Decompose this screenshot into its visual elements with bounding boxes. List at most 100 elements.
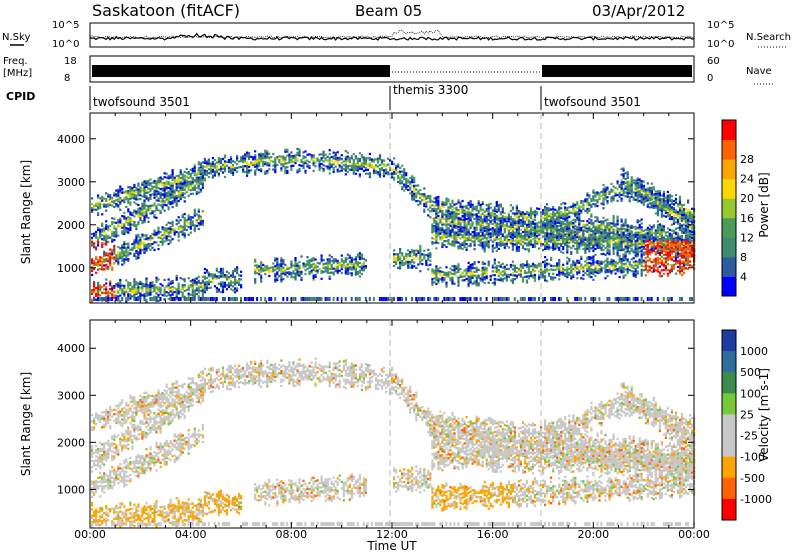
data-cell [443, 279, 446, 282]
data-cell [99, 260, 102, 263]
data-cell [302, 151, 305, 154]
data-cell [308, 266, 311, 270]
data-cell [483, 210, 486, 213]
data-cell [101, 266, 104, 269]
data-cell [489, 216, 492, 219]
data-cell [493, 279, 496, 283]
data-cell [495, 210, 498, 213]
data-cell [435, 282, 438, 285]
data-cell [391, 160, 394, 163]
data-cell [121, 257, 124, 260]
data-cell [274, 259, 277, 262]
data-cell [171, 222, 174, 225]
data-cell [475, 219, 478, 222]
data-cell [260, 158, 263, 161]
data-cell [469, 213, 472, 216]
data-cell [495, 268, 498, 271]
freq-unit: [MHz] [3, 68, 32, 79]
data-cell [437, 224, 440, 227]
data-cell [515, 214, 518, 217]
data-cell [483, 229, 486, 233]
data-cell [487, 213, 490, 216]
data-cell [439, 230, 442, 233]
data-cell [129, 213, 132, 216]
data-cell [169, 201, 172, 204]
data-cell [437, 222, 440, 225]
data-cell [552, 225, 555, 228]
data-cell [167, 242, 170, 245]
data-cell [586, 223, 589, 226]
data-cell [97, 262, 100, 265]
data-cell [441, 228, 444, 231]
data-cell [101, 222, 104, 225]
data-cell [527, 271, 531, 274]
data-cell [93, 246, 96, 249]
data-cell [177, 182, 180, 185]
data-cell [326, 155, 329, 158]
data-cell [109, 262, 112, 265]
data-cell [352, 164, 355, 167]
data-cell [223, 162, 227, 165]
data-cell [123, 227, 126, 230]
data-cell [147, 216, 150, 219]
data-cell [268, 168, 271, 171]
data-cell [185, 219, 188, 222]
data-cell [177, 286, 180, 289]
data-cell [191, 222, 194, 225]
data-cell [113, 192, 116, 195]
data-cell [328, 277, 331, 280]
data-cell [542, 235, 545, 238]
data-cell [435, 267, 438, 270]
data-cell [163, 189, 166, 192]
data-cell [171, 291, 174, 294]
data-cell [183, 286, 186, 289]
data-cell [151, 185, 154, 188]
data-cell [197, 214, 200, 217]
data-cell [175, 196, 178, 200]
data-cell [280, 280, 283, 283]
data-cell [183, 222, 186, 225]
data-cell [501, 211, 504, 214]
data-cell [533, 228, 537, 231]
data-cell [465, 221, 468, 225]
data-cell [171, 293, 174, 296]
data-cell [511, 244, 514, 247]
data-cell [113, 248, 116, 251]
data-cell [477, 204, 480, 207]
data-cell [366, 157, 369, 160]
data-cell [479, 279, 482, 282]
data-cell [217, 290, 220, 293]
data-cell [262, 263, 265, 266]
data-cell [346, 269, 349, 272]
data-cell [181, 293, 184, 296]
data-cell [105, 235, 108, 238]
data-cell [568, 245, 571, 248]
data-cell [397, 297, 399, 301]
data-cell [143, 283, 146, 286]
data-cell [509, 242, 512, 245]
data-cell [483, 235, 486, 238]
data-cell [475, 209, 478, 212]
data-cell [91, 242, 94, 245]
data-cell [393, 168, 396, 172]
data-cell [109, 194, 112, 197]
data-cell [292, 157, 295, 160]
data-cell [531, 230, 535, 234]
data-cell [350, 163, 353, 166]
data-cell [463, 216, 466, 219]
data-cell [175, 296, 178, 299]
data-cell [145, 249, 148, 252]
data-cell [163, 201, 166, 205]
data-cell [515, 248, 518, 251]
data-cell [493, 216, 496, 219]
data-cell [117, 285, 120, 288]
data-cell [93, 297, 95, 301]
data-cell [536, 213, 539, 216]
data-cell [161, 205, 164, 208]
data-cell [399, 176, 402, 179]
data-cell [318, 153, 321, 156]
data-cell [507, 231, 510, 234]
data-cell [294, 160, 297, 163]
data-cell [119, 294, 122, 297]
data-cell [143, 242, 146, 245]
